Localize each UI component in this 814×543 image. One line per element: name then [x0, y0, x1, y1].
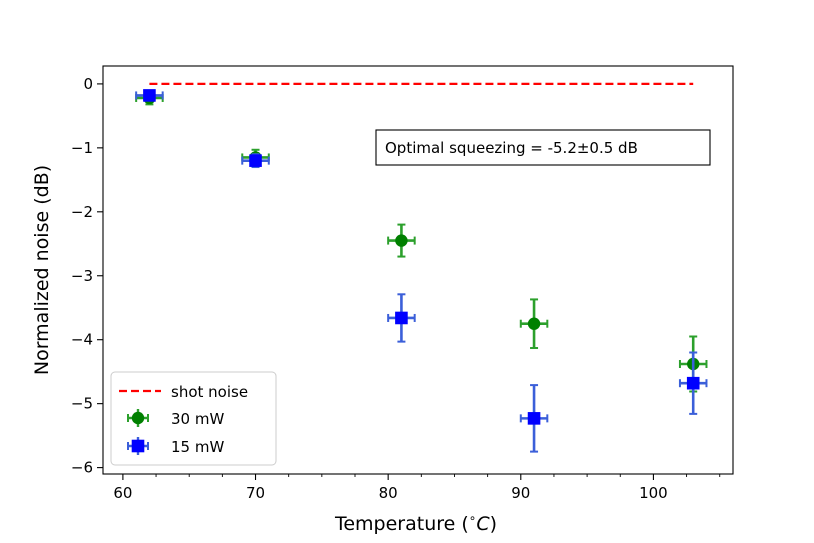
marker-15-mw [527, 412, 541, 425]
legend-marker-15-mw [127, 437, 149, 455]
y-axis-title: Normalized noise (dB) [31, 165, 53, 375]
x-tick-label-70: 70 [246, 484, 265, 502]
annotation-text: Optimal squeezing = -5.2±0.5 dB [385, 139, 638, 157]
y-tick-label--4: −4 [71, 331, 93, 349]
point-30-mw-2 [387, 223, 416, 258]
legend-marker-shape [131, 411, 145, 425]
y-tick-label-0: 0 [83, 75, 93, 93]
point-15-mw-2 [387, 293, 416, 343]
marker-30-mw [527, 317, 541, 330]
legend-marker-30-mw [127, 409, 149, 427]
legend-label-15mw: 15 mW [171, 438, 224, 456]
legend-label-30mw: 30 mW [171, 410, 224, 428]
point-15-mw-0 [135, 89, 164, 102]
y-tick-label--5: −5 [71, 395, 93, 413]
legend-label-shot-noise: shot noise [171, 383, 248, 401]
annotation-box: Optimal squeezing = -5.2±0.5 dB [375, 129, 711, 166]
plot-area-frame [102, 65, 734, 475]
y-tick-label--6: −6 [71, 459, 93, 477]
x-tick-label-80: 80 [379, 484, 398, 502]
marker-30-mw [395, 234, 408, 247]
point-15-mw-1 [241, 153, 270, 169]
marker-15-mw [395, 311, 408, 325]
point-30-mw-3 [519, 298, 549, 350]
marker-15-mw [143, 89, 156, 102]
legend-frame [110, 371, 277, 466]
x-tick-label-60: 60 [113, 484, 132, 502]
x-tick-label-100: 100 [639, 484, 668, 502]
y-tick-label--3: −3 [71, 267, 93, 285]
point-15-mw-3 [519, 384, 549, 453]
y-tick-label--2: −2 [71, 203, 93, 221]
marker-15-mw [249, 154, 262, 167]
legend-marker-shape [131, 439, 145, 453]
x-tick-label-90: 90 [511, 484, 530, 502]
marker-15-mw [686, 376, 700, 390]
annotation-frame [375, 129, 711, 166]
point-15-mw-4 [678, 351, 708, 415]
y-tick-label--1: −1 [71, 139, 93, 157]
legend: shot noise 30 mW 15 mW [110, 371, 277, 466]
x-axis-title: Temperature (∘C) [334, 511, 497, 535]
